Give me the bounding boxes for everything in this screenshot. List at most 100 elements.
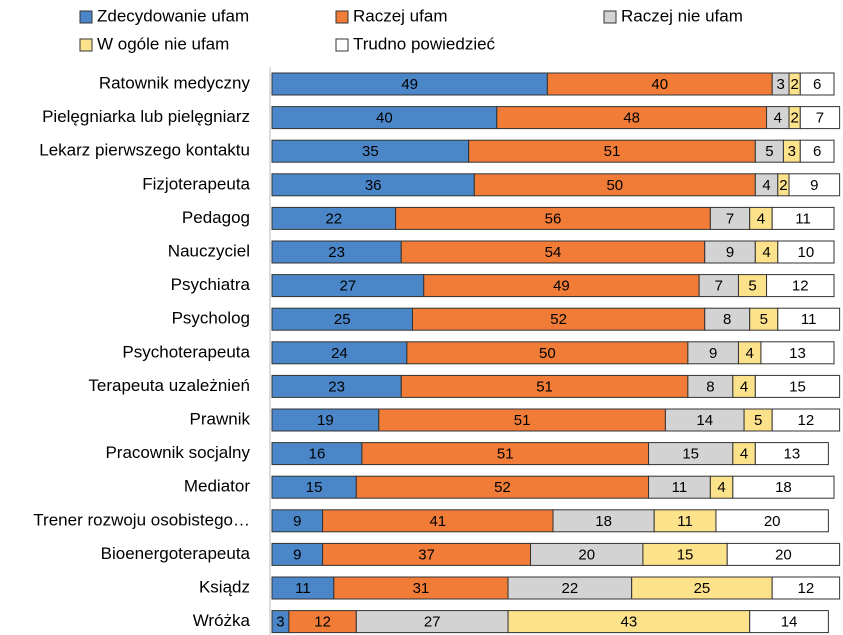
data-label: 11 <box>672 479 688 496</box>
bar-segment <box>777 307 841 331</box>
data-label: 51 <box>497 446 514 463</box>
bar-segment <box>766 274 835 298</box>
data-label: 4 <box>740 378 748 395</box>
legend-swatch <box>79 38 93 52</box>
data-label: 9 <box>293 513 301 530</box>
data-label: 13 <box>784 446 801 463</box>
data-label: 49 <box>553 278 570 295</box>
data-label: 6 <box>813 143 821 160</box>
category-label: Ratownik medyczny <box>99 73 251 92</box>
data-label: 51 <box>604 143 621 160</box>
data-label: 52 <box>550 311 567 328</box>
data-label: 3 <box>276 614 284 631</box>
legend-label: Zdecydowanie ufam <box>97 6 249 25</box>
bar-segment <box>715 509 829 533</box>
data-label: 12 <box>798 412 815 429</box>
data-label: 12 <box>314 614 331 631</box>
data-label: 14 <box>781 614 798 631</box>
data-label: 5 <box>754 412 762 429</box>
data-label: 15 <box>682 446 699 463</box>
bar-segment <box>799 106 841 130</box>
data-label: 2 <box>790 110 798 127</box>
data-label: 4 <box>762 244 770 261</box>
data-label: 5 <box>760 311 768 328</box>
data-label: 31 <box>413 580 430 597</box>
legend-label: W ogóle nie ufam <box>97 34 229 53</box>
data-label: 52 <box>494 479 511 496</box>
data-label: 9 <box>810 177 818 194</box>
legend-swatch <box>335 38 349 52</box>
data-label: 9 <box>726 244 734 261</box>
data-label: 19 <box>317 412 334 429</box>
bar-segment <box>771 576 841 600</box>
legend-swatch <box>79 10 93 24</box>
category-label: Bioenergoterapeuta <box>101 544 251 563</box>
category-label: Mediator <box>184 477 250 496</box>
category-label: Prawnik <box>190 409 251 428</box>
data-label: 35 <box>362 143 379 160</box>
category-label: Nauczyciel <box>168 241 250 260</box>
data-label: 4 <box>762 177 770 194</box>
legend-label: Raczej ufam <box>353 6 447 25</box>
data-label: 41 <box>429 513 446 530</box>
data-label: 25 <box>694 580 711 597</box>
category-label: Trener rozwoju osobistego… <box>33 510 250 529</box>
data-label: 8 <box>723 311 731 328</box>
category-label: Terapeuta uzależnień <box>88 376 250 395</box>
bar-segment <box>799 139 835 163</box>
data-label: 51 <box>536 378 553 395</box>
category-label: Lekarz pierwszego kontaktu <box>39 141 250 160</box>
bar-segment <box>788 173 841 197</box>
data-label: 11 <box>795 210 811 227</box>
category-label: Pracownik socjalny <box>105 443 250 462</box>
bar-segment <box>777 240 835 264</box>
data-label: 22 <box>562 580 579 597</box>
data-label: 12 <box>792 278 809 295</box>
data-label: 20 <box>578 546 595 563</box>
data-label: 24 <box>331 345 348 362</box>
data-label: 8 <box>706 378 714 395</box>
data-label: 40 <box>376 110 393 127</box>
data-label: 4 <box>717 479 725 496</box>
data-label: 4 <box>746 345 754 362</box>
data-label: 36 <box>365 177 382 194</box>
data-label: 16 <box>309 446 326 463</box>
bar-segment <box>732 475 835 499</box>
category-label: Wróżka <box>193 611 251 630</box>
data-label: 6 <box>813 76 821 93</box>
data-label: 11 <box>677 513 693 530</box>
data-label: 20 <box>775 546 792 563</box>
data-label: 2 <box>779 177 787 194</box>
data-label: 9 <box>709 345 717 362</box>
bar-segment <box>749 610 829 634</box>
category-label: Psycholog <box>172 309 250 328</box>
legend-swatch <box>335 10 349 24</box>
bar-segment <box>771 408 841 432</box>
data-label: 5 <box>748 278 756 295</box>
bar-segment <box>799 72 835 96</box>
data-label: 11 <box>801 311 817 328</box>
data-label: 7 <box>816 110 824 127</box>
data-label: 11 <box>295 580 311 597</box>
data-label: 51 <box>514 412 531 429</box>
data-label: 15 <box>789 378 806 395</box>
data-label: 49 <box>401 76 418 93</box>
legend-swatch <box>603 10 617 24</box>
bar-segment <box>754 442 829 466</box>
data-label: 9 <box>293 546 301 563</box>
data-label: 4 <box>757 210 765 227</box>
data-label: 10 <box>798 244 815 261</box>
data-label: 50 <box>606 177 623 194</box>
data-label: 54 <box>545 244 562 261</box>
data-label: 15 <box>306 479 323 496</box>
data-label: 27 <box>424 614 441 631</box>
data-label: 37 <box>418 546 435 563</box>
data-label: 12 <box>798 580 815 597</box>
data-label: 3 <box>788 143 796 160</box>
data-label: 18 <box>775 479 792 496</box>
data-label: 48 <box>623 110 640 127</box>
data-label: 3 <box>776 76 784 93</box>
legend-label: Trudno powiedzieć <box>353 34 496 53</box>
data-label: 4 <box>740 446 748 463</box>
